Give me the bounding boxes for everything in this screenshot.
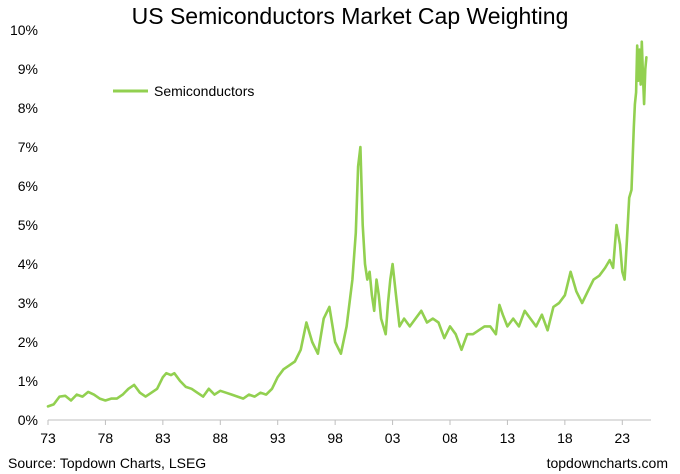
- y-tick-label: 4%: [18, 256, 38, 272]
- x-tick-label: 18: [557, 430, 573, 446]
- y-tick-label: 7%: [18, 139, 38, 155]
- x-tick-label: 93: [270, 430, 286, 446]
- y-tick-label: 2%: [18, 334, 38, 350]
- watermark: topdowncharts.com: [547, 455, 668, 471]
- x-tick-label: 73: [40, 430, 56, 446]
- y-tick-label: 0%: [18, 412, 38, 428]
- x-tick-label: 08: [442, 430, 458, 446]
- y-tick-label: 6%: [18, 178, 38, 194]
- y-tick-label: 10%: [10, 22, 38, 38]
- y-tick-label: 1%: [18, 373, 38, 389]
- x-tick-label: 23: [614, 430, 630, 446]
- y-axis: 0% 1% 2% 3% 4% 5% 6% 7% 8% 9% 10%: [10, 22, 38, 428]
- x-tick-label: 83: [155, 430, 171, 446]
- legend-label: Semiconductors: [154, 83, 254, 99]
- y-tick-label: 8%: [18, 100, 38, 116]
- x-tick-label: 78: [98, 430, 114, 446]
- x-tick-label: 03: [385, 430, 401, 446]
- x-tick-label: 88: [212, 430, 228, 446]
- source-note: Source: Topdown Charts, LSEG: [8, 455, 206, 471]
- x-tick-label: 98: [327, 430, 343, 446]
- series-line-semiconductors: [46, 40, 648, 408]
- legend: Semiconductors: [113, 83, 254, 99]
- x-tick-label: 13: [500, 430, 516, 446]
- y-tick-label: 3%: [18, 295, 38, 311]
- y-tick-label: 9%: [18, 61, 38, 77]
- y-tick-label: 5%: [18, 217, 38, 233]
- chart-title: US Semiconductors Market Cap Weighting: [132, 3, 569, 29]
- x-axis-labels: 73 78 83 88 93 98 03 08 13 18 23: [40, 420, 630, 446]
